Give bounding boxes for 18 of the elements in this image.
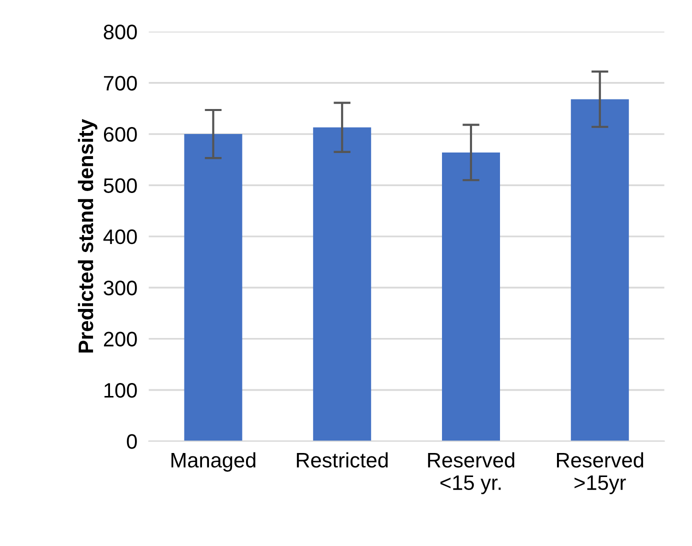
y-axis-title: Predicted stand density — [78, 119, 98, 353]
y-tick-label: 0 — [126, 434, 137, 449]
bar — [442, 152, 500, 442]
bar — [570, 99, 629, 442]
x-tick-label: Reserved >15yr — [557, 452, 644, 494]
x-tick-label: Reserved <15 yr. — [428, 452, 514, 494]
y-tick-label: 600 — [104, 127, 137, 142]
y-tick-label: 100 — [104, 382, 137, 398]
x-tick-label: Restricted — [296, 452, 388, 468]
bar — [184, 134, 242, 442]
y-tick-label: 800 — [104, 24, 137, 40]
y-tick-label: 200 — [104, 332, 137, 347]
x-tick-label: Managed — [172, 452, 256, 472]
y-tick-label: 700 — [104, 76, 137, 91]
y-tick-label: 300 — [104, 280, 137, 296]
y-tick-label: 500 — [104, 178, 137, 193]
bar — [313, 127, 372, 442]
y-tick-label: 400 — [103, 229, 137, 244]
